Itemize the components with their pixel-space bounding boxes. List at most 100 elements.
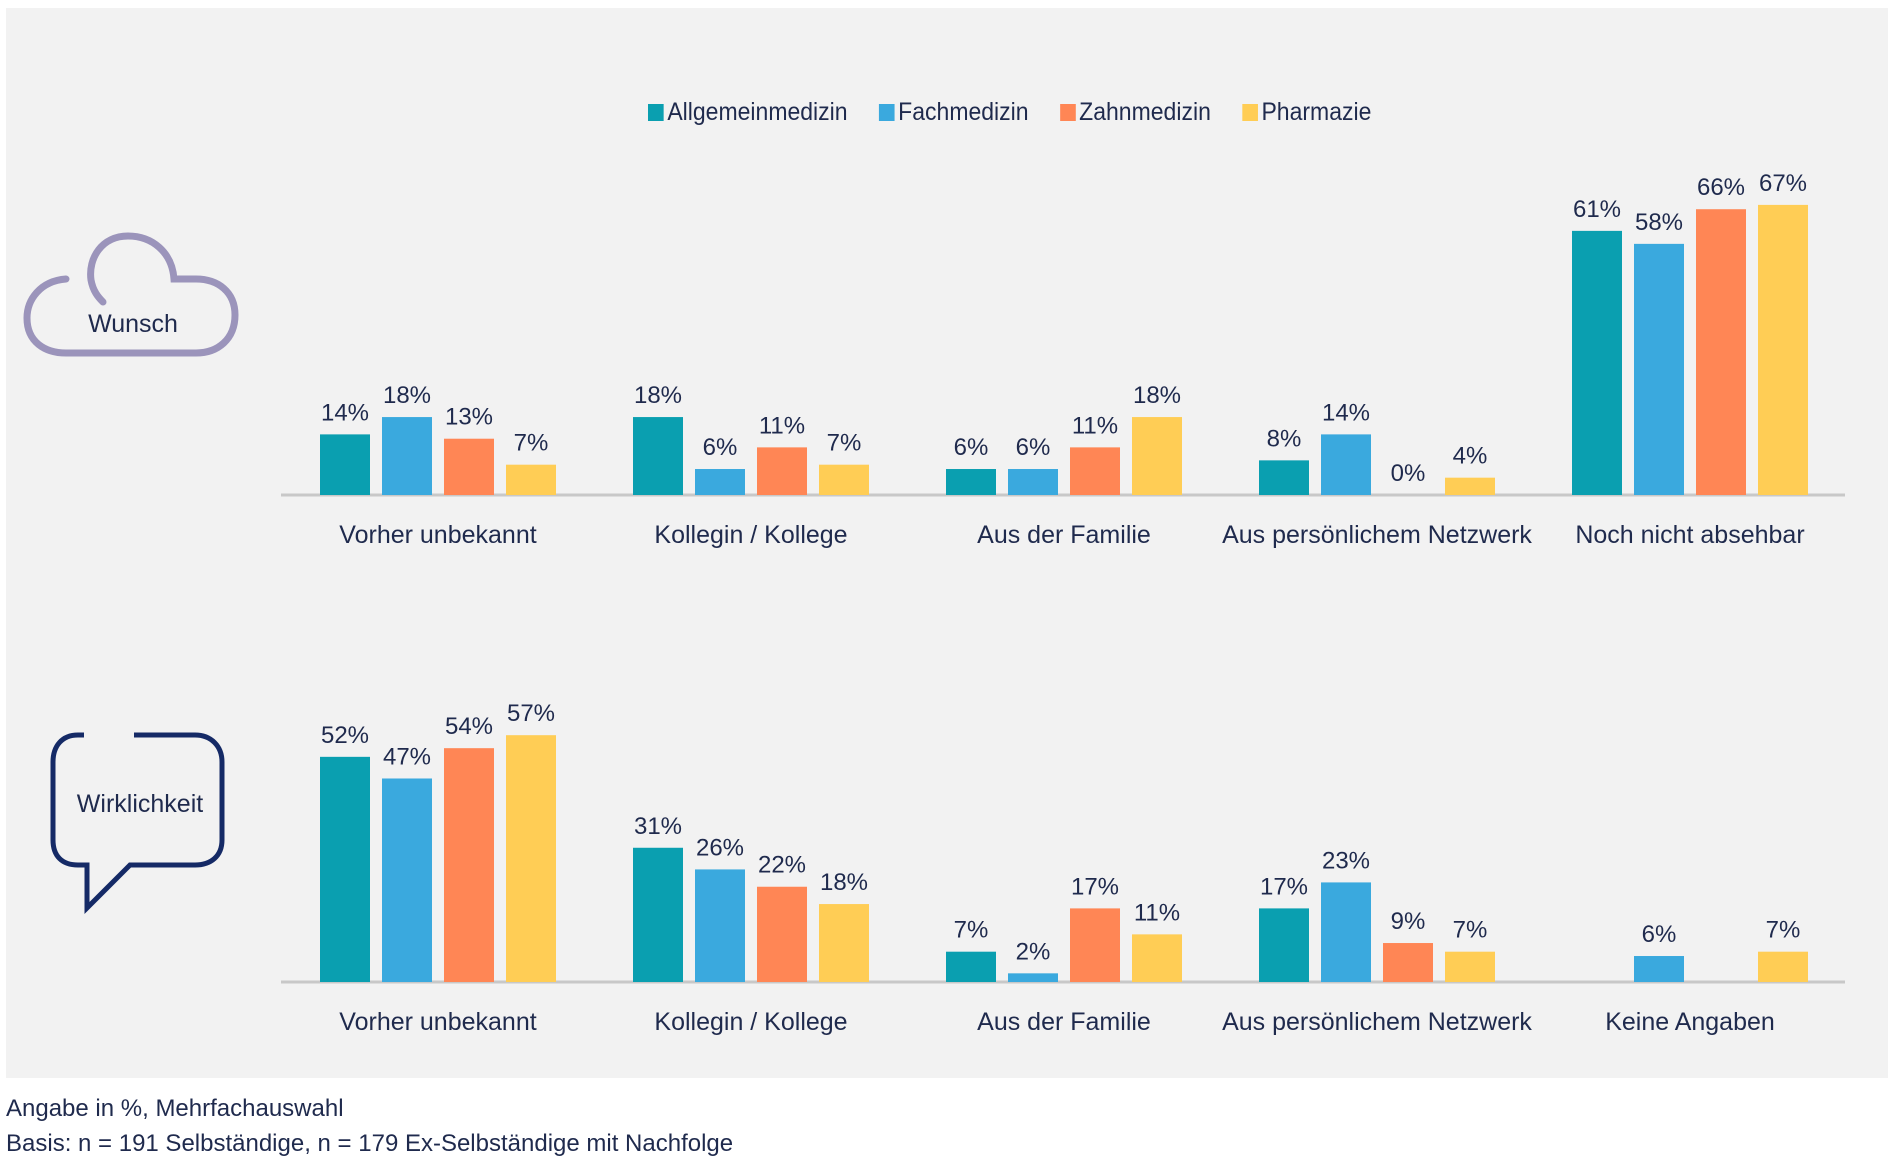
footer-note: Angabe in %, Mehrfachauswahl — [6, 1095, 344, 1122]
category-label: Kollegin / Kollege — [654, 521, 847, 549]
data-label: 8% — [1267, 425, 1302, 452]
data-label: 61% — [1573, 196, 1621, 223]
data-label: 7% — [954, 917, 989, 944]
bar — [444, 438, 494, 495]
bar — [1445, 951, 1495, 982]
bar — [1696, 209, 1746, 495]
data-label: 52% — [321, 722, 369, 749]
category-label: Keine Angaben — [1605, 1008, 1775, 1036]
wunsch-label: Wunsch — [88, 310, 178, 338]
data-label: 7% — [1766, 917, 1801, 944]
bar — [1259, 908, 1309, 982]
legend-item-fachmedizin: Fachmedizin — [878, 98, 1029, 127]
data-label: 7% — [827, 430, 862, 457]
data-label: 54% — [445, 713, 493, 740]
legend-swatch — [878, 104, 895, 121]
data-label: 18% — [820, 869, 868, 896]
bar — [382, 417, 432, 495]
legend-label: Allgemeinmedizin — [667, 98, 848, 126]
bar — [633, 847, 683, 982]
bar — [1259, 460, 1309, 495]
bar — [1321, 882, 1371, 982]
legend: Allgemeinmedizin Fachmedizin Zahnmedizin… — [648, 98, 1371, 127]
data-label: 18% — [1133, 382, 1181, 409]
data-label: 14% — [1322, 399, 1370, 426]
legend-item-allgemeinmedizin: Allgemeinmedizin — [648, 98, 848, 127]
category-label: Aus der Familie — [977, 1008, 1151, 1036]
bar — [382, 778, 432, 982]
cloud-icon: Wunsch — [23, 232, 239, 357]
bar — [695, 469, 745, 495]
data-label: 13% — [445, 404, 493, 431]
bar — [1445, 477, 1495, 495]
category-label: Aus persönlichem Netzwerk — [1222, 521, 1532, 549]
wirklichkeit-label: Wirklichkeit — [77, 790, 203, 818]
legend-item-pharmazie: Pharmazie — [1242, 98, 1371, 127]
category-label: Aus persönlichem Netzwerk — [1222, 1008, 1532, 1036]
bar — [320, 756, 370, 982]
data-label: 14% — [321, 399, 369, 426]
footer-basis: Basis: n = 191 Selbständige, n = 179 Ex-… — [6, 1130, 734, 1157]
bar — [1008, 973, 1058, 982]
category-label: Vorher unbekannt — [339, 1008, 536, 1036]
bar — [633, 417, 683, 495]
data-label: 0% — [1391, 460, 1426, 487]
data-label: 2% — [1016, 938, 1051, 965]
bar — [1758, 204, 1808, 495]
bar — [1634, 243, 1684, 495]
bar — [1572, 230, 1622, 495]
chart-panel — [6, 8, 1888, 1078]
data-label: 23% — [1322, 847, 1370, 874]
data-label: 11% — [1134, 899, 1180, 926]
data-label: 11% — [759, 412, 805, 439]
category-label: Vorher unbekannt — [339, 521, 536, 549]
legend-label: Pharmazie — [1261, 98, 1372, 126]
data-label: 18% — [634, 382, 682, 409]
bar — [1070, 908, 1120, 982]
data-label: 7% — [1453, 917, 1488, 944]
bar — [1008, 469, 1058, 495]
bar — [1132, 417, 1182, 495]
data-label: 31% — [634, 813, 682, 840]
bar — [1070, 447, 1120, 495]
data-label: 57% — [507, 700, 555, 727]
bar — [1321, 434, 1371, 495]
bar — [695, 869, 745, 982]
data-label: 26% — [696, 834, 744, 861]
chart-wunsch: 14% 18% 13% 7% Vorher unbekannt 18% 6% 11% 7% Kol… — [281, 170, 1845, 549]
bar — [1758, 951, 1808, 982]
legend-item-zahnmedizin: Zahnmedizin — [1059, 98, 1211, 127]
data-label: 7% — [514, 430, 549, 457]
bar — [320, 434, 370, 495]
category-label: Noch nicht absehbar — [1575, 521, 1804, 549]
legend-swatch — [648, 104, 664, 121]
bar — [946, 951, 996, 982]
bar — [444, 748, 494, 982]
legend-label: Zahnmedizin — [1079, 98, 1211, 126]
data-label: 9% — [1391, 908, 1426, 935]
bar — [1634, 956, 1684, 982]
category-label: Aus der Familie — [977, 521, 1151, 549]
data-label: 47% — [383, 743, 431, 770]
data-label: 22% — [758, 852, 806, 879]
legend-swatch — [1059, 104, 1076, 121]
bar — [946, 469, 996, 495]
legend-swatch — [1242, 104, 1258, 121]
bar — [819, 464, 869, 495]
data-label: 6% — [703, 434, 738, 461]
data-label: 11% — [1072, 412, 1118, 439]
data-label: 17% — [1260, 873, 1308, 900]
data-label: 6% — [1642, 921, 1677, 948]
bar — [757, 447, 807, 495]
chart-wirklichkeit: 52% 47% 54% 57% Vorher unbekannt 31% 26% 22% 18%… — [281, 700, 1845, 1036]
data-label: 17% — [1071, 873, 1119, 900]
bar — [1383, 943, 1433, 982]
data-label: 67% — [1759, 170, 1807, 197]
data-label: 6% — [1016, 434, 1051, 461]
data-label: 66% — [1697, 174, 1745, 201]
data-label: 4% — [1453, 443, 1488, 470]
data-label: 6% — [954, 434, 989, 461]
bar — [757, 886, 807, 982]
category-label: Kollegin / Kollege — [654, 1008, 847, 1036]
